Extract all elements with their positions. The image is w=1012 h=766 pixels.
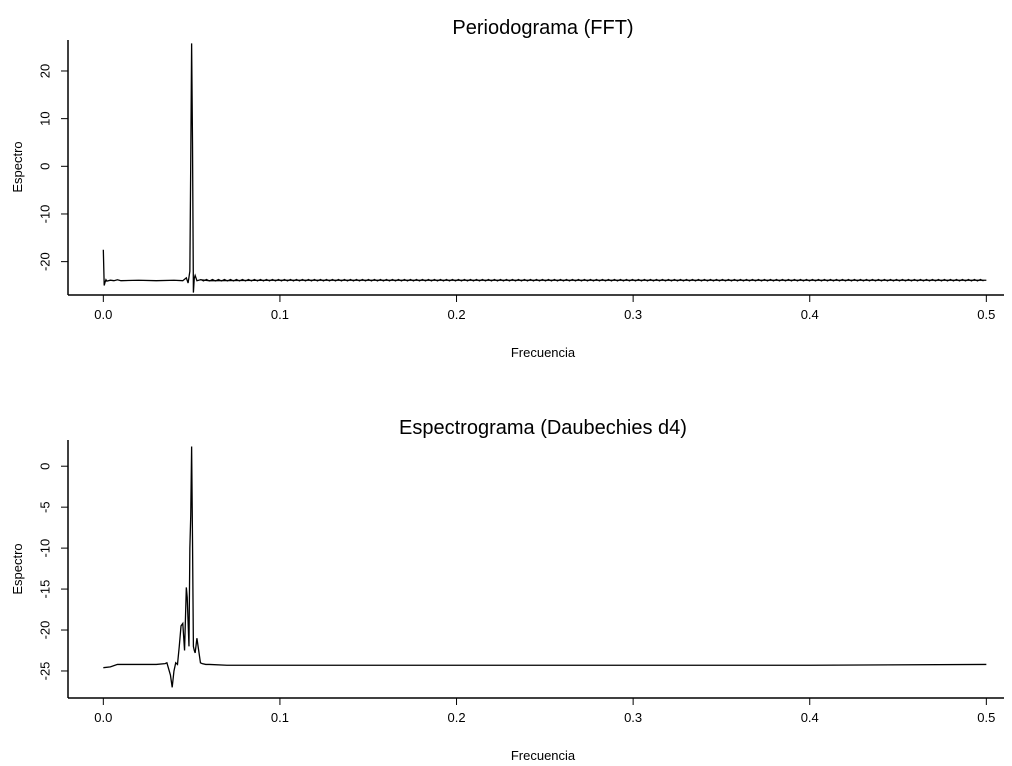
- periodogram-y-tick-label: -20: [38, 252, 53, 271]
- periodogram-x-label: Frecuencia: [511, 345, 576, 360]
- periodogram-x-tick-label: 0.2: [447, 307, 465, 322]
- periodogram-x-tick-label: 0.4: [801, 307, 819, 322]
- spectrogram-y-tick-label: -25: [38, 662, 53, 681]
- spectrogram-y-tick-label: -5: [38, 501, 53, 513]
- periodogram-y-tick-label: 0: [38, 163, 53, 170]
- periodogram-x-tick-label: 0.5: [977, 307, 995, 322]
- periodogram-x-tick-label: 0.1: [271, 307, 289, 322]
- periodogram-series-line: [102, 43, 987, 293]
- spectrogram-panel: Espectrograma (Daubechies d4) 0.0 0.1 0.2 0…: [10, 417, 1004, 763]
- spectrogram-x-label: Frecuencia: [511, 748, 576, 763]
- spectrogram-x-tick-label: 0.5: [977, 710, 995, 725]
- spectrogram-x-tick-label: 0.4: [801, 710, 819, 725]
- spectrogram-series-line: [103, 446, 987, 688]
- spectrogram-y-ticks: -25 -20 -15 -10 -5 0: [38, 463, 68, 681]
- periodogram-baseline-ripple: [200, 278, 984, 282]
- spectrogram-y-tick-label: -15: [38, 580, 53, 599]
- periodogram-y-ticks: -20 -10 0 10 20: [38, 64, 68, 271]
- spectrogram-x-ticks: 0.0 0.1 0.2 0.3 0.4 0.5: [94, 698, 995, 725]
- periodogram-panel: Periodograma (FFT) 0.0 0.1 0.2 0.3 0.4 0.5 -2…: [10, 17, 1004, 360]
- periodogram-x-ticks: 0.0 0.1 0.2 0.3 0.4 0.5: [94, 295, 995, 322]
- spectrogram-title: Espectrograma (Daubechies d4): [399, 417, 687, 439]
- spectrogram-x-tick-label: 0.2: [447, 710, 465, 725]
- spectrogram-x-tick-label: 0.3: [624, 710, 642, 725]
- periodogram-y-tick-label: 10: [38, 111, 53, 125]
- periodogram-x-tick-label: 0.3: [624, 307, 642, 322]
- spectrogram-x-tick-label: 0.0: [94, 710, 112, 725]
- periodogram-y-tick-label: 20: [38, 64, 53, 78]
- spectrogram-y-tick-label: -10: [38, 539, 53, 558]
- periodogram-title: Periodograma (FFT): [452, 17, 633, 39]
- periodogram-y-tick-label: -10: [38, 205, 53, 224]
- spectrogram-y-label: Espectro: [10, 543, 25, 594]
- periodogram-x-tick-label: 0.0: [94, 307, 112, 322]
- spectrogram-y-tick-label: -20: [38, 621, 53, 640]
- spectrogram-x-tick-label: 0.1: [271, 710, 289, 725]
- spectrogram-y-tick-label: 0: [38, 463, 53, 470]
- periodogram-y-label: Espectro: [10, 141, 25, 192]
